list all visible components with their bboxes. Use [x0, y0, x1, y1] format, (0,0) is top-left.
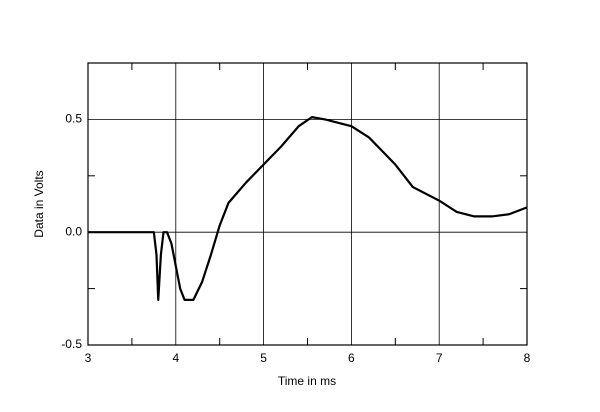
x-tick-label: 6 — [348, 351, 355, 365]
y-tick-label: 0.0 — [65, 224, 82, 238]
y-tick-label: 0.5 — [65, 112, 82, 126]
data-line — [88, 116, 528, 301]
x-tick-label: 3 — [85, 351, 92, 365]
x-tick-label: 8 — [524, 351, 531, 365]
y-tick-label: -0.5 — [61, 337, 82, 351]
plot-frame — [87, 62, 528, 346]
x-tick-label: 4 — [172, 351, 179, 365]
x-tick-label: 7 — [436, 351, 443, 365]
y-axis-label: Data in Volts — [32, 170, 46, 237]
x-tick-label: 5 — [260, 351, 267, 365]
x-axis-label: Time in ms — [278, 374, 336, 388]
